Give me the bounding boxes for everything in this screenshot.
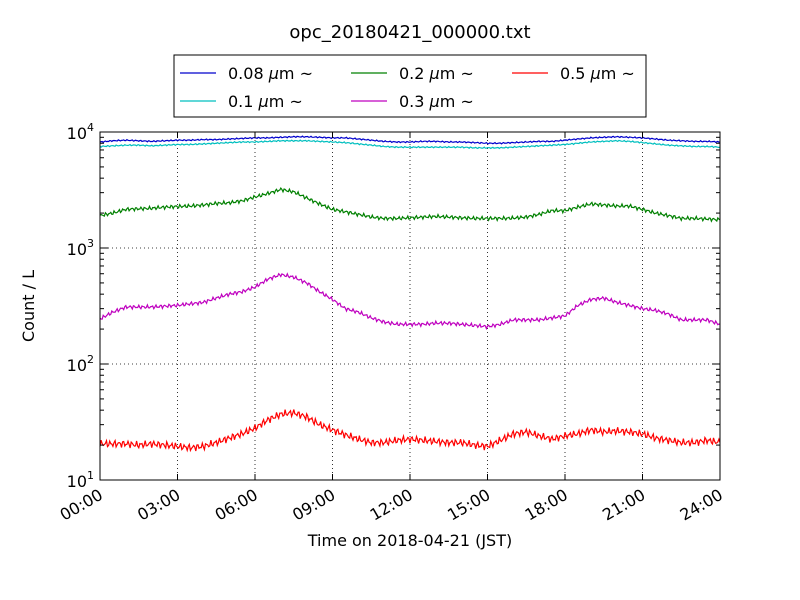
legend-label: 0.3 μm ~	[399, 92, 474, 111]
y-tick-labels: 101 102 103 104	[67, 121, 94, 491]
plot-background	[100, 132, 720, 480]
plot-area	[99, 131, 721, 481]
plot-frame	[99, 131, 721, 481]
legend: 0.08 μm ~ 0.1 μm ~ 0.2 μm ~ 0.3 μm ~ 0.5 μm …	[173, 54, 647, 118]
series-line	[99, 135, 721, 145]
series-line	[99, 272, 721, 331]
series-line	[99, 139, 721, 150]
y-axis-label: Count / L	[19, 270, 38, 342]
legend-label: 0.5 μm ~	[560, 64, 635, 83]
y-tick-label: 103	[67, 237, 94, 259]
legend-label: 0.1 μm ~	[228, 92, 303, 111]
y-tick-label: 101	[67, 469, 94, 491]
legend-label: 0.2 μm ~	[399, 64, 474, 83]
y-tick-label: 104	[67, 121, 94, 143]
legend-box	[173, 54, 647, 118]
series-layer	[99, 135, 721, 453]
series-line	[99, 409, 721, 453]
y-tick-label: 102	[67, 353, 94, 375]
chart-title: opc_20180421_000000.txt	[289, 22, 530, 43]
series-line	[99, 187, 721, 223]
x-axis-label: Time on 2018-04-21 (JST)	[307, 531, 512, 550]
legend-label: 0.08 μm ~	[228, 64, 313, 83]
